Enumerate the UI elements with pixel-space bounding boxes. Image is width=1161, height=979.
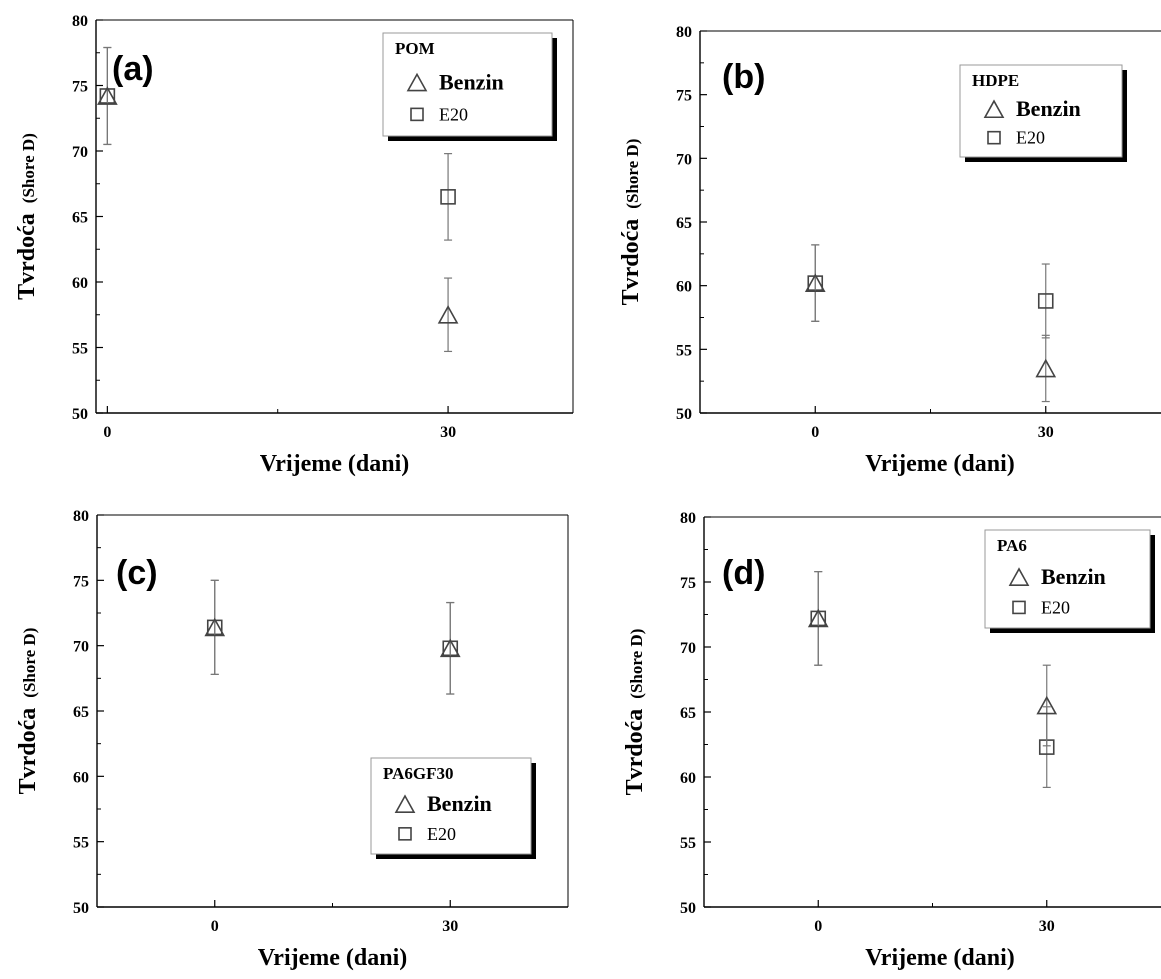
panel-b: 50 55 60 65 70 75 80 0 30 Vrijeme (dani) Tvrdoća (S… — [618, 24, 1161, 477]
x-tick-label: 30 — [440, 424, 456, 441]
x-tick-label: 30 — [1039, 918, 1055, 935]
point-benzin — [437, 305, 459, 324]
legend-e20-label: E20 — [1016, 128, 1045, 148]
legend: PA6GF30 Benzin E20 — [370, 757, 536, 859]
legend-box — [370, 757, 532, 855]
y-tick-label: 80 — [73, 508, 89, 525]
y-tick-label: 75 — [73, 573, 89, 590]
x-tick-label: 0 — [103, 424, 111, 441]
x-tick-label: 30 — [442, 918, 458, 935]
y-axis-title-unit: (Shore D) — [19, 133, 38, 203]
y-tick-label: 80 — [676, 24, 692, 41]
y-axis-title-unit: (Shore D) — [20, 628, 39, 698]
point-e20 — [1037, 293, 1054, 309]
x-axis-title: Vrijeme (dani) — [865, 451, 1015, 477]
y-tick-label: 50 — [676, 406, 692, 423]
y-axis-title: Tvrdoća (Shore D) — [618, 139, 644, 306]
panel-label: (b) — [722, 58, 765, 96]
y-tick-label: 75 — [676, 88, 692, 105]
legend-triangle-icon — [1008, 567, 1030, 586]
y-tick-label: 80 — [680, 510, 696, 527]
y-tick-label: 65 — [72, 210, 88, 227]
legend-e20-label: E20 — [439, 104, 468, 124]
y-axis-title-main: Tvrdoća — [14, 213, 40, 300]
y-tick-label: 55 — [72, 341, 88, 358]
y-tick-label: 60 — [676, 279, 692, 296]
x-axis-title: Vrijeme (dani) — [865, 945, 1015, 971]
legend: HDPE Benzin E20 — [959, 64, 1127, 162]
x-tick-label: 30 — [1038, 424, 1054, 441]
y-axis-title-unit: (Shore D) — [623, 139, 642, 209]
panel-label: (c) — [116, 554, 158, 592]
x-axis-title: Vrijeme (dani) — [258, 945, 408, 971]
point-benzin — [807, 608, 829, 628]
panel-a: 50 55 60 65 70 75 80 0 30 Vrijeme (dani) Tvrdoća (S… — [14, 13, 574, 477]
legend: PA6 Benzin E20 — [984, 529, 1155, 633]
point-benzin — [804, 273, 826, 293]
legend-benzin-label: Benzin — [1041, 564, 1106, 589]
legend-triangle-icon — [983, 99, 1005, 119]
y-tick-label: 55 — [680, 835, 696, 852]
y-tick-label: 70 — [73, 639, 89, 656]
legend-benzin-label: Benzin — [1016, 96, 1081, 121]
y-tick-label: 50 — [73, 900, 89, 917]
legend-title: PA6 — [997, 536, 1027, 555]
x-tick-label: 0 — [811, 424, 819, 441]
point-benzin — [1035, 358, 1057, 378]
legend-triangle-icon — [394, 794, 416, 813]
y-tick-label: 60 — [72, 275, 88, 292]
y-tick-label: 50 — [72, 406, 88, 423]
legend-box — [959, 64, 1123, 158]
legend-benzin-label: Benzin — [439, 69, 504, 94]
y-tick-label: 55 — [73, 835, 89, 852]
y-tick-label: 70 — [72, 144, 88, 161]
y-axis-title-unit: (Shore D) — [627, 629, 646, 699]
panel-d: 50 55 60 65 70 75 80 0 30 Vrijeme (dani) Tvrdoća (S… — [622, 510, 1161, 971]
y-tick-label: 60 — [680, 770, 696, 787]
legend-triangle-icon — [406, 72, 428, 92]
y-tick-label: 65 — [73, 704, 89, 721]
x-tick-label: 0 — [814, 918, 822, 935]
x-axis-title: Vrijeme (dani) — [260, 451, 410, 477]
y-tick-label: 55 — [676, 342, 692, 359]
legend-square-icon — [1012, 600, 1026, 615]
legend-title: POM — [395, 39, 435, 58]
y-tick-label: 65 — [680, 705, 696, 722]
panel-label: (d) — [722, 554, 765, 592]
point-benzin — [1036, 695, 1058, 715]
legend-title: HDPE — [972, 71, 1019, 90]
panel-c: 50 55 60 65 70 75 80 0 30 Vrijeme (dani) Tvrdoća (S… — [15, 508, 569, 971]
panel-label: (a) — [112, 50, 154, 88]
legend-e20-label: E20 — [1041, 597, 1070, 617]
y-axis-title-main: Tvrdoća — [622, 709, 648, 796]
point-e20 — [440, 189, 456, 205]
legend-square-icon — [398, 827, 412, 841]
legend-square-icon — [987, 130, 1001, 145]
legend-e20-label: E20 — [427, 824, 456, 844]
y-tick-label: 80 — [72, 13, 88, 30]
y-tick-label: 70 — [680, 640, 696, 657]
y-tick-label: 75 — [680, 575, 696, 592]
y-axis-title: Tvrdoća (Shore D) — [15, 628, 41, 795]
legend-title: PA6GF30 — [383, 764, 454, 783]
y-tick-label: 50 — [680, 900, 696, 917]
y-axis-title-main: Tvrdoća — [618, 219, 644, 306]
y-tick-label: 70 — [676, 151, 692, 168]
y-tick-label: 60 — [73, 769, 89, 786]
y-axis-title: Tvrdoća (Shore D) — [622, 629, 648, 796]
y-axis-title: Tvrdoća (Shore D) — [14, 133, 40, 300]
y-tick-label: 65 — [676, 215, 692, 232]
y-tick-label: 75 — [72, 79, 88, 96]
legend-square-icon — [410, 107, 424, 122]
point-benzin — [204, 617, 226, 637]
legend-benzin-label: Benzin — [427, 791, 492, 816]
point-benzin — [96, 86, 118, 105]
point-benzin — [439, 638, 461, 658]
y-axis-title-main: Tvrdoća — [15, 708, 41, 795]
x-tick-label: 0 — [211, 918, 219, 935]
